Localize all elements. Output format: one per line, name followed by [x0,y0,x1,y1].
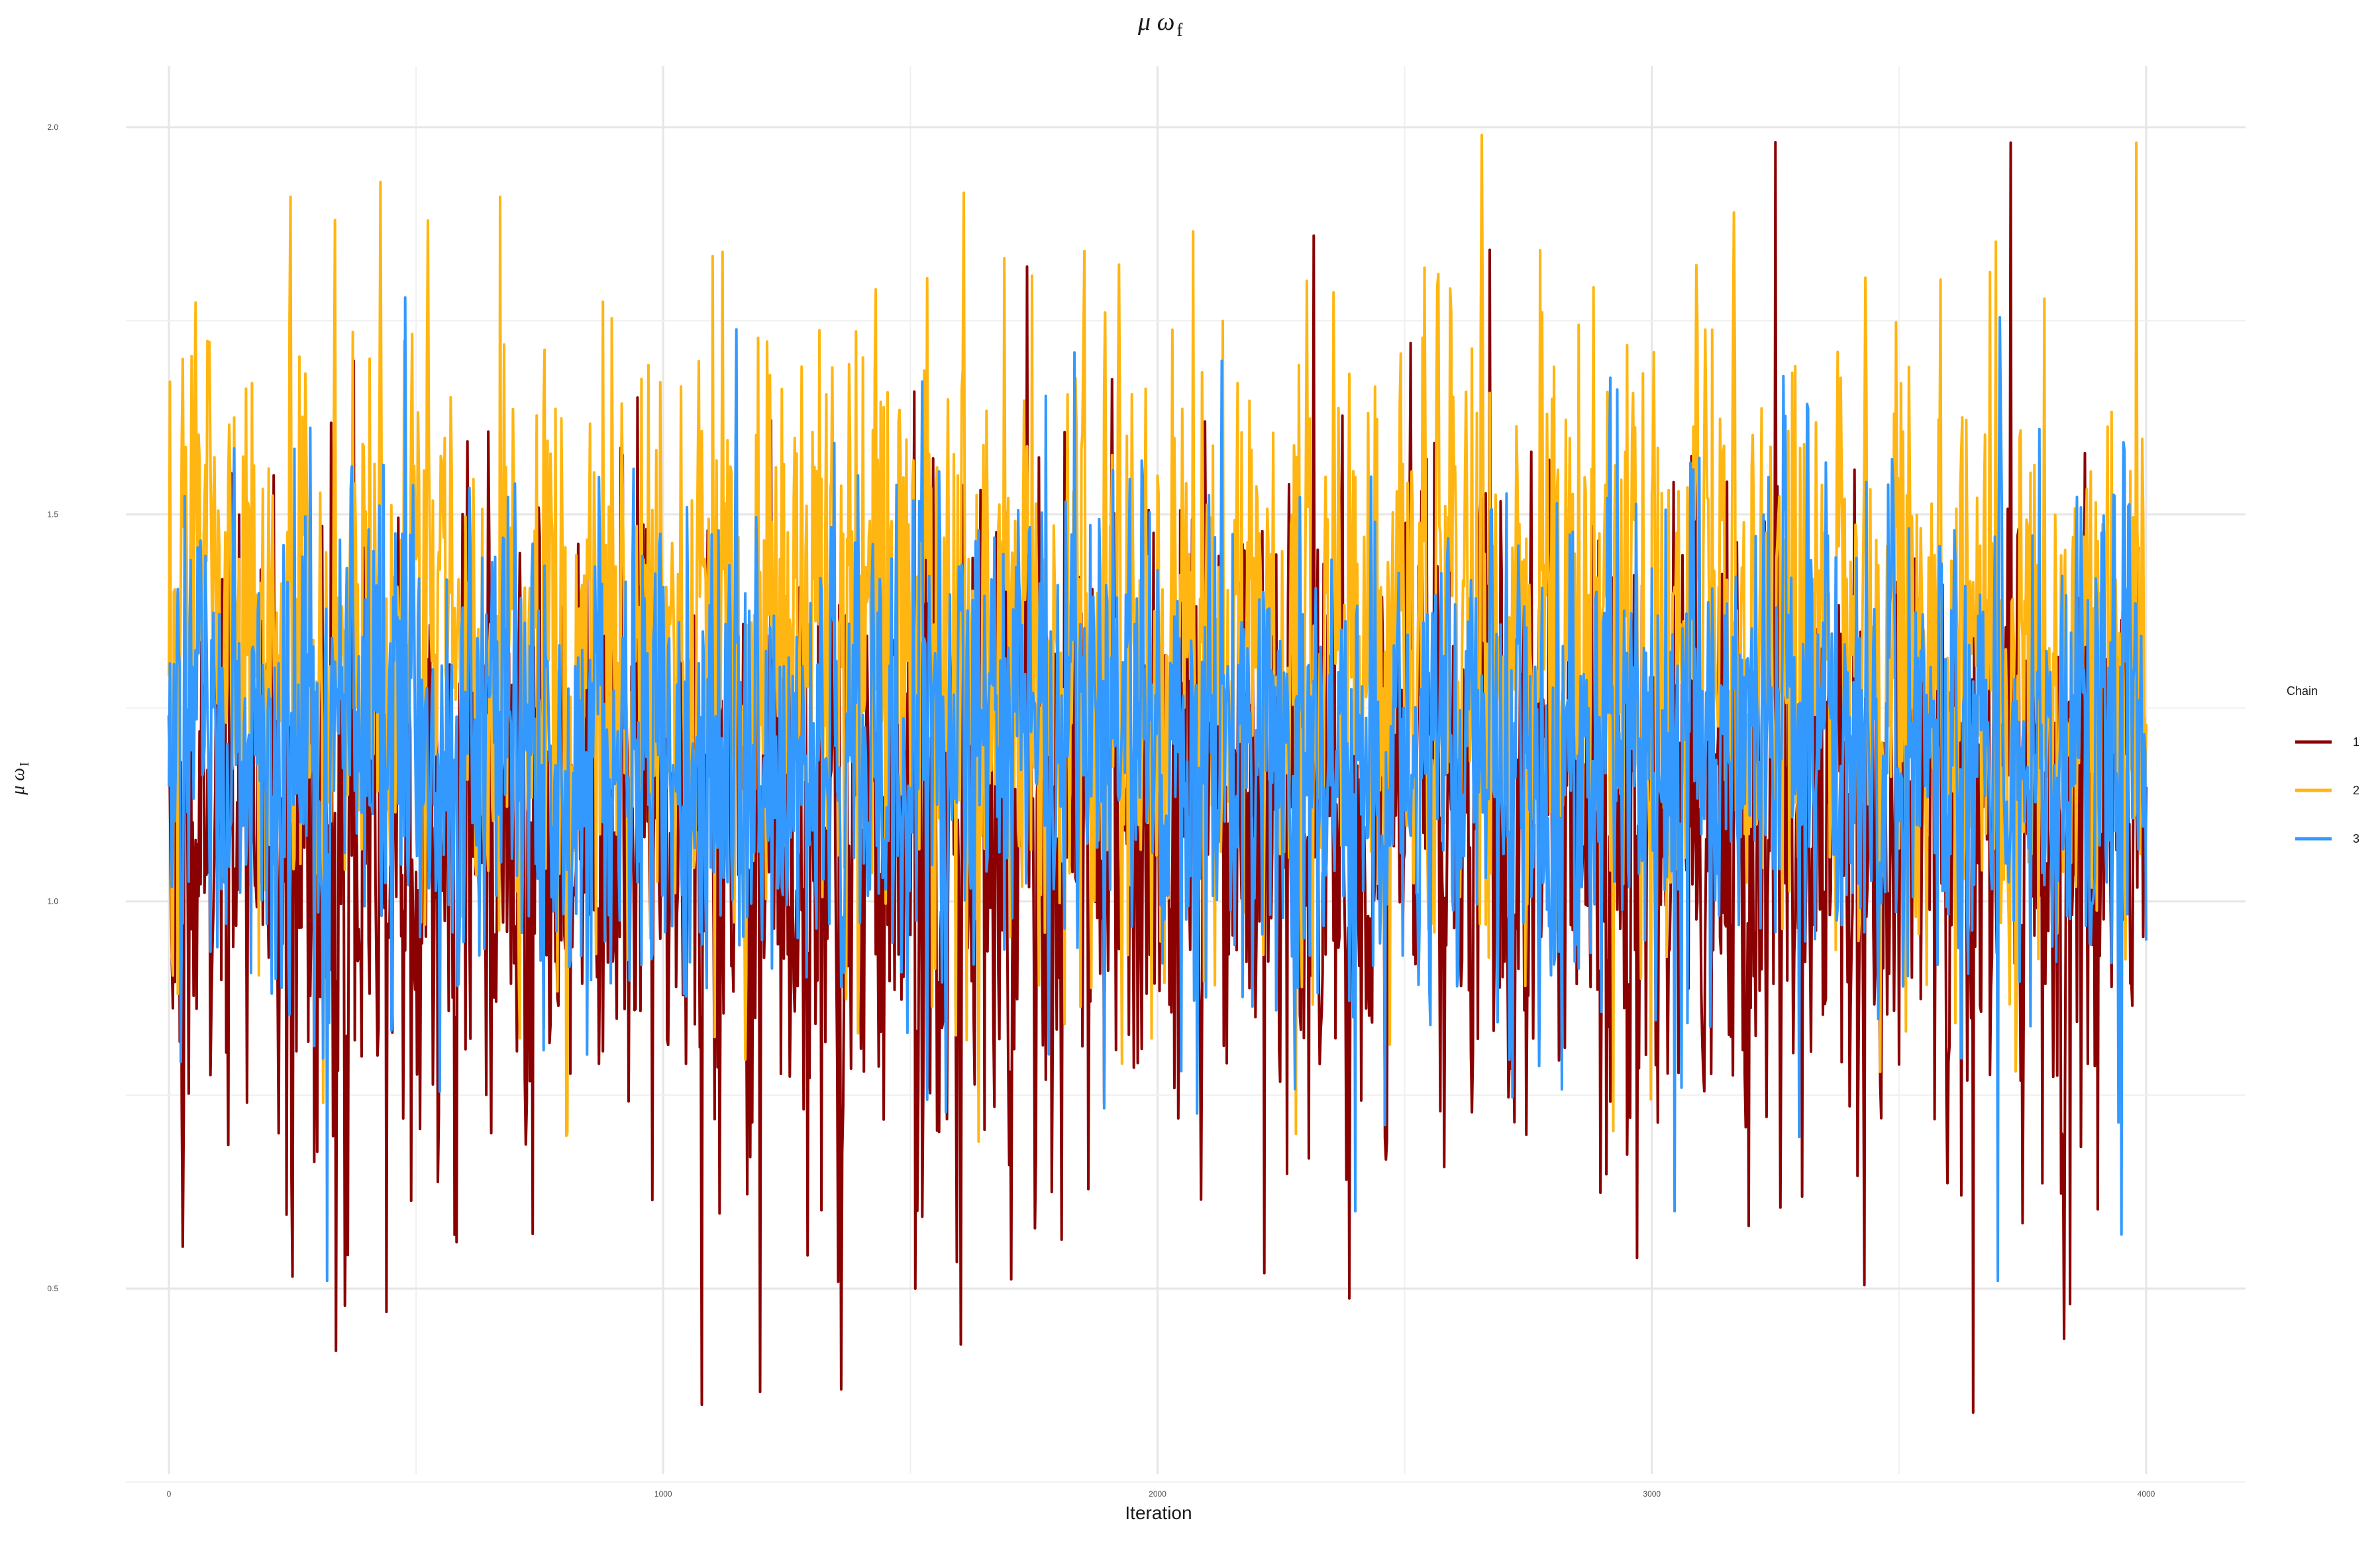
y-tick-label: 2.0 [47,123,58,132]
tick-labels: 0 1000 2000 3000 4000 0.5 1.0 1.5 2.0 [47,123,2155,1499]
x-axis-label: Iteration [1125,1503,1192,1523]
legend: Chain 1 2 3 [2287,684,2359,845]
x-tick-label: 2000 [1149,1489,1166,1499]
y-tick-label: 0.5 [47,1284,58,1293]
x-tick-label: 3000 [1643,1489,1661,1499]
legend-label-chain-3: 3 [2353,832,2359,845]
y-axis-label-main: μ ω [8,768,28,796]
series-lines [168,133,2147,1414]
series-line-chain-3 [168,296,2147,1283]
x-tick-label: 0 [167,1489,172,1499]
y-axis-label-subscript: I [17,762,32,767]
x-tick-label: 4000 [2138,1489,2155,1499]
legend-title: Chain [2287,684,2318,698]
legend-label-chain-2: 2 [2353,784,2359,797]
y-tick-label: 1.5 [47,509,58,519]
legend-label-chain-1: 1 [2353,735,2359,749]
x-tick-label: 1000 [654,1489,672,1499]
legend-items: 1 2 3 [2295,735,2359,845]
y-tick-label: 1.0 [47,897,58,906]
chart-title-main: μ ω [1137,8,1174,36]
y-axis-label: μ ωI [8,762,32,796]
chart-title-subscript: f [1176,20,1182,40]
